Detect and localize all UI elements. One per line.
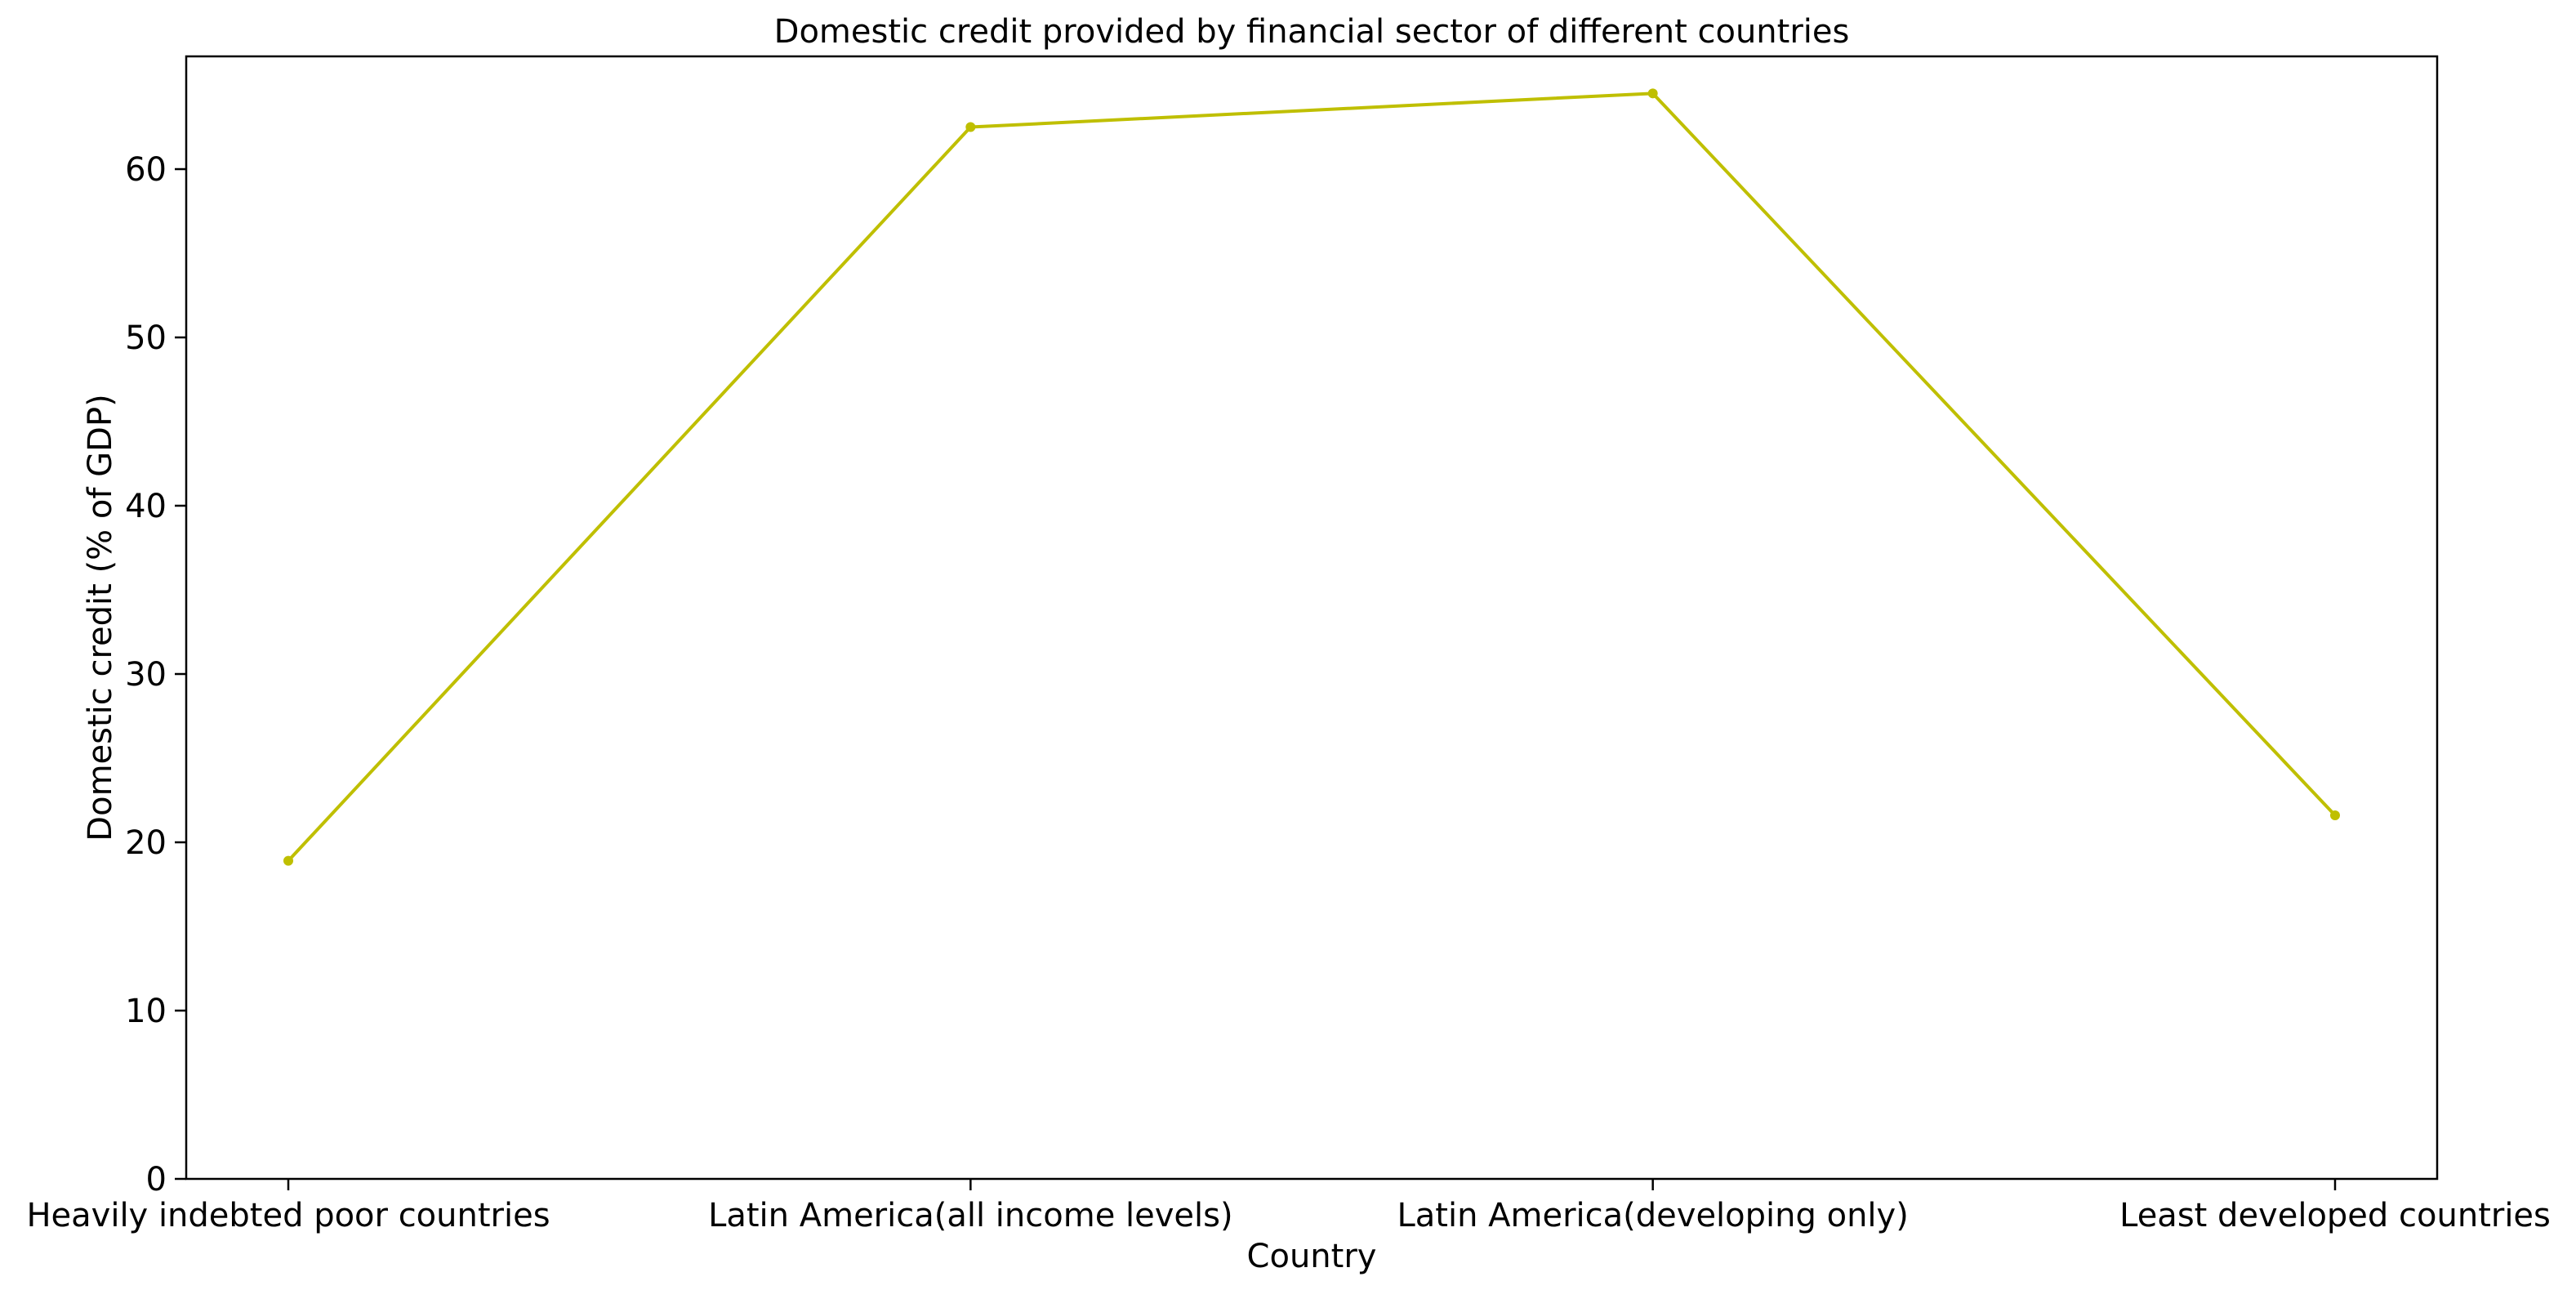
series-layer: [283, 88, 2340, 866]
y-axis-label: Domestic credit (% of GDP): [82, 394, 119, 841]
data-point: [2330, 810, 2340, 821]
x-tick-label: Latin America(all income levels): [708, 1197, 1233, 1234]
x-axis: Heavily indebted poor countries Latin Ame…: [26, 1179, 2551, 1234]
series-line: [287, 92, 2337, 863]
data-point: [1647, 88, 1658, 99]
y-tick-label: 60: [125, 151, 167, 189]
x-tick-label: Latin America(developing only): [1397, 1197, 1909, 1234]
data-point: [965, 122, 976, 132]
x-tick-label: Least developed countries: [2119, 1197, 2551, 1234]
y-tick-label: 0: [146, 1161, 167, 1198]
y-axis: 0 10 20 30 40 50 60: [125, 151, 186, 1198]
y-tick-label: 50: [125, 319, 167, 357]
data-point: [283, 855, 293, 866]
chart-title: Domestic credit provided by financial se…: [774, 13, 1850, 51]
x-tick-label: Heavily indebted poor countries: [26, 1197, 550, 1234]
x-axis-label: Country: [1247, 1238, 1377, 1275]
y-tick-label: 10: [125, 993, 167, 1030]
y-tick-label: 20: [125, 824, 167, 862]
plot-area: [185, 55, 2439, 1181]
y-tick-label: 40: [125, 488, 167, 525]
y-tick-label: 30: [125, 656, 167, 694]
